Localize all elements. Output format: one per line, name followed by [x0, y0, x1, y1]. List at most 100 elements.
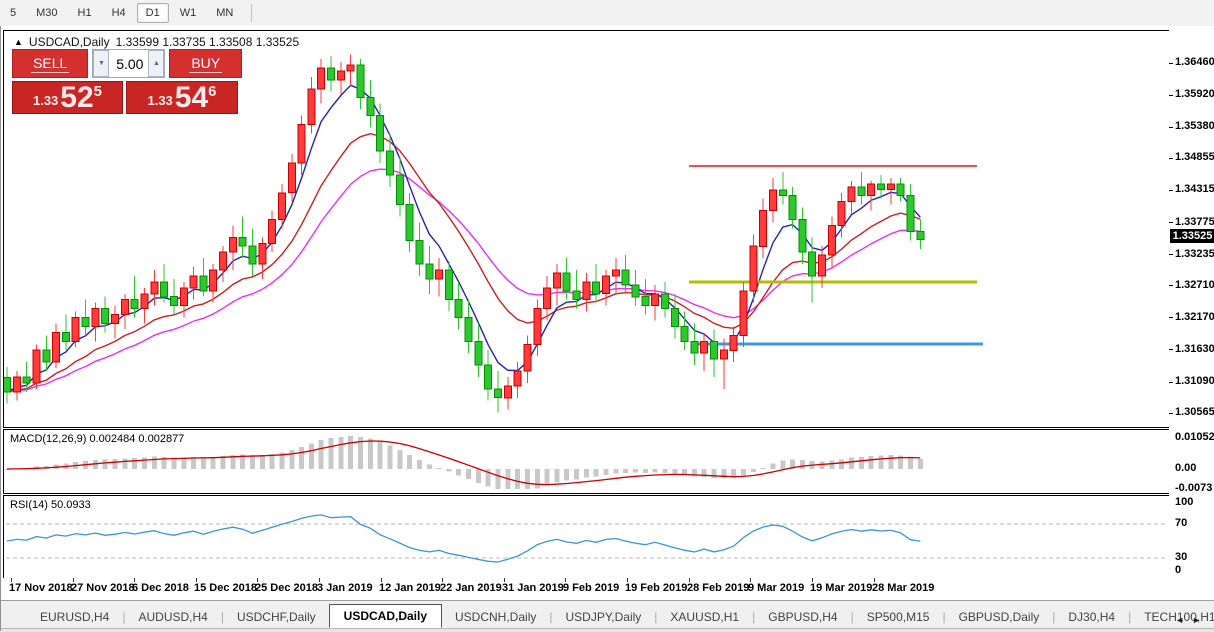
macd-bar — [466, 469, 471, 479]
date-axis-label: 27 Nov 2018 — [71, 582, 135, 594]
rsi-panel[interactable]: RSI(14) 50.0933 — [3, 495, 1171, 579]
candle — [769, 189, 777, 212]
tab-audusd-h4[interactable]: AUDUSD,H4 — [138, 610, 208, 624]
tab-eurusd-h4[interactable]: EURUSD,H4 — [40, 610, 110, 624]
tab-usdchf-daily[interactable]: USDCHF,Daily — [236, 610, 316, 624]
candle — [42, 349, 51, 363]
date-axis-tick — [750, 578, 751, 582]
tab-sp500-m15[interactable]: SP500,M15 — [866, 610, 930, 624]
tab-gbpusd-h4[interactable]: GBPUSD,H4 — [768, 610, 838, 624]
volume-decrease-button[interactable]: ▼ — [93, 50, 110, 77]
tab-gbpusd-daily[interactable]: GBPUSD,Daily — [958, 610, 1040, 624]
macd-bar — [446, 469, 452, 472]
macd-bar — [672, 469, 678, 474]
date-axis-label: 25 Dec 2018 — [255, 582, 318, 594]
candle — [543, 287, 552, 310]
candle — [641, 296, 650, 307]
candle — [867, 183, 876, 197]
macd-bar — [161, 456, 167, 469]
symbol-marker-icon: ▲ — [14, 37, 23, 47]
price-axis-label: 1.31090 — [1175, 375, 1214, 387]
macd-bar — [240, 454, 246, 469]
price-axis-label: 1.32170 — [1175, 311, 1214, 323]
macd-bar — [92, 460, 98, 469]
candle — [562, 272, 571, 292]
tab-usdcad-daily[interactable]: USDCAD,Daily — [328, 604, 443, 628]
candle — [719, 349, 728, 360]
tab-dj30-h4[interactable]: DJ30,H4 — [1068, 610, 1116, 624]
date-axis[interactable]: 17 Nov 2018 27 Nov 2018 6 Dec 2018 15 Dec 2… — [3, 578, 1169, 598]
macd-bar — [436, 467, 442, 469]
volume-increase-button[interactable]: ▲ — [148, 50, 165, 77]
timeframe-button-mn[interactable]: MN — [216, 7, 234, 19]
timeframe-button-d1[interactable]: D1 — [136, 3, 169, 23]
date-axis-label: 3 Jan 2019 — [317, 582, 373, 594]
date-axis-tick — [319, 578, 320, 582]
date-axis-tick — [11, 578, 12, 582]
tab-xauusd-h1[interactable]: XAUUSD,H1 — [670, 610, 740, 624]
sell-price-display[interactable]: 1.33 52 5 — [12, 81, 123, 114]
candle — [278, 192, 286, 221]
candle — [425, 263, 434, 280]
macd-bar — [426, 464, 432, 469]
candle — [602, 275, 610, 295]
candle — [366, 97, 375, 116]
candle — [81, 317, 90, 327]
rsi-axis-label: 0 — [1175, 564, 1182, 576]
candle — [680, 325, 689, 342]
tab-usdjpy-daily[interactable]: USDJPY,Daily — [565, 610, 642, 624]
macd-bar — [456, 469, 462, 476]
buy-price-display[interactable]: 1.33 54 6 — [126, 81, 238, 114]
macd-panel[interactable]: MACD(12,26,9) 0.002484 0.002877 — [3, 429, 1171, 494]
timeframe-button-5[interactable]: 5 — [10, 7, 17, 19]
candle — [552, 272, 561, 289]
macd-bar — [721, 469, 727, 479]
macd-bar — [642, 469, 648, 473]
price-axis-label: 1.35920 — [1175, 88, 1214, 100]
candle — [700, 340, 709, 354]
candle — [140, 293, 149, 310]
tab-usdcnh-daily[interactable]: USDCNH,Daily — [455, 610, 537, 624]
macd-bar — [348, 435, 354, 469]
macd-bar — [191, 456, 197, 469]
candle — [22, 376, 31, 384]
timeframe-button-m30[interactable]: M30 — [36, 7, 58, 19]
macd-axis-label: 0.010525 — [1175, 431, 1214, 443]
macd-bar — [122, 458, 128, 469]
volume-field[interactable]: 5.00 — [109, 50, 149, 77]
tab-scroll-right-icon[interactable]: ► — [1192, 615, 1209, 625]
candle — [651, 293, 660, 307]
timeframe-button-w1[interactable]: W1 — [179, 7, 197, 19]
macd-bar — [623, 469, 629, 473]
candle — [523, 343, 532, 372]
main-chart-panel[interactable]: ▲ USDCAD,Daily 1.33599 1.33735 1.33508 1… — [3, 30, 1171, 428]
candle — [317, 67, 326, 90]
macd-bar — [760, 467, 766, 469]
macd-bar — [701, 469, 707, 477]
macd-bar — [308, 443, 314, 469]
tab-tech100-h1[interactable]: TECH100,H1 — [1144, 610, 1214, 624]
sell-price-pipette: 5 — [93, 83, 103, 100]
timeframe-button-h1[interactable]: H1 — [77, 7, 92, 19]
date-axis-tick — [442, 578, 443, 582]
timeframe-button-h4[interactable]: H4 — [111, 7, 126, 19]
macd-bar — [338, 436, 344, 469]
tab-separator: | — [122, 610, 126, 624]
tab-scroll-left-icon[interactable]: ◄ — [1175, 615, 1193, 625]
price-axis[interactable]: 1.36460 1.35920 1.35380 1.34855 1.34315 1.337… — [1169, 26, 1214, 600]
price-axis-label: 1.31630 — [1175, 343, 1214, 355]
macd-bar — [515, 469, 521, 489]
sell-button[interactable]: SELL — [12, 49, 89, 78]
buy-button[interactable]: BUY — [169, 49, 242, 78]
price-axis-tick — [1169, 349, 1173, 350]
candle — [670, 308, 679, 327]
macd-bar — [858, 456, 864, 469]
sell-price-prefix: 1.33 — [32, 93, 59, 108]
date-axis-label: 9 Feb 2019 — [563, 582, 620, 594]
macd-bar — [377, 441, 383, 469]
candle — [690, 340, 699, 354]
chevron-down-icon: ▼ — [97, 60, 105, 67]
macd-bar — [682, 469, 688, 475]
tab-separator: | — [1052, 610, 1056, 624]
macd-bar — [358, 436, 363, 469]
